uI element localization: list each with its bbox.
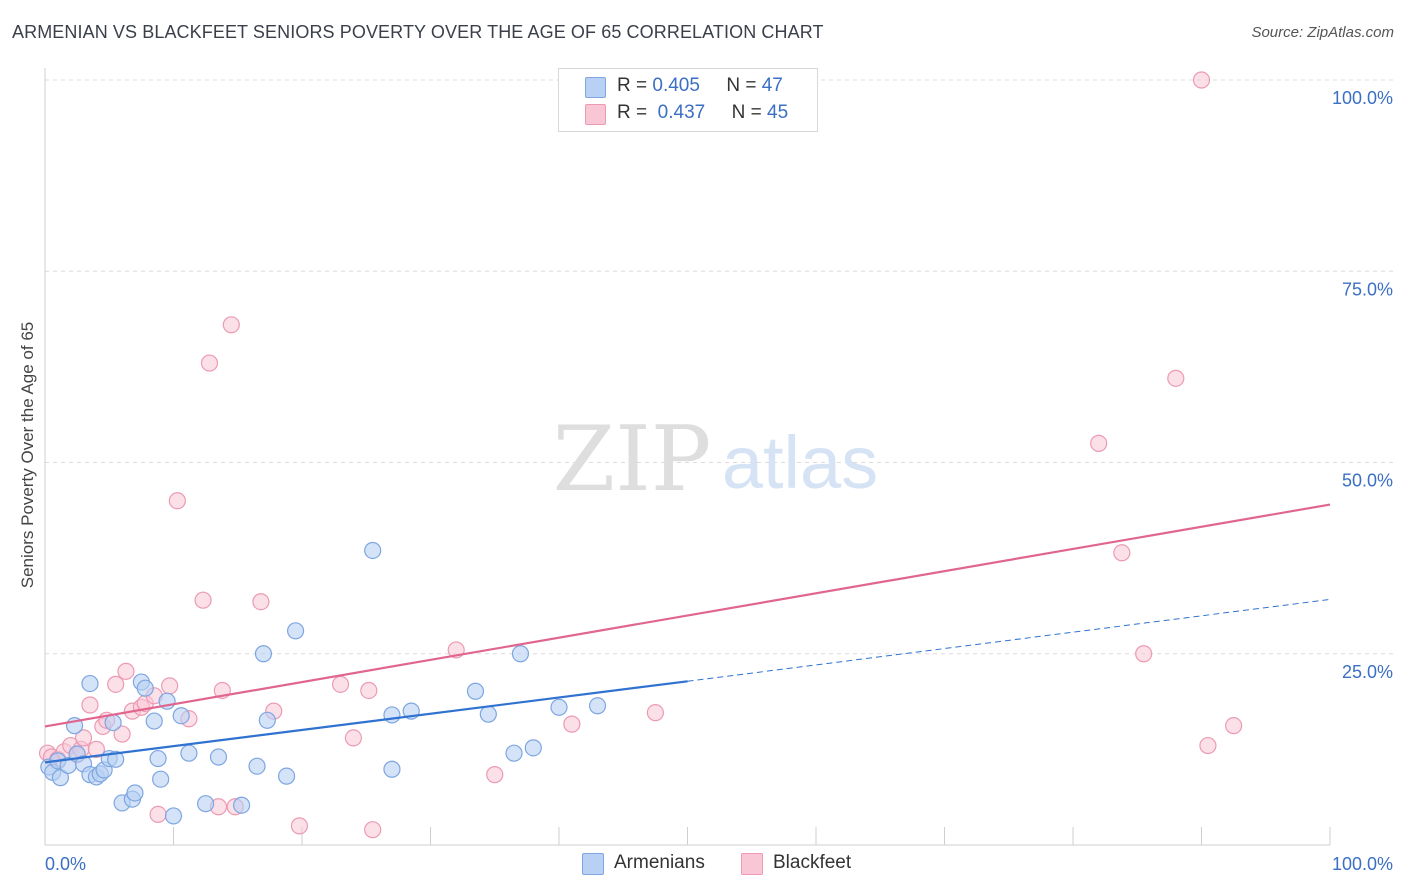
- armenians-point: [258, 711, 276, 729]
- armenians-r-value: 0.405: [652, 75, 700, 96]
- armenians-point: [126, 784, 144, 802]
- watermark-atlas: atlas: [722, 421, 878, 504]
- blackfeet-point: [364, 821, 382, 839]
- armenians-point: [51, 769, 70, 787]
- blackfeet-point: [1113, 544, 1131, 562]
- armenians-swatch: [585, 77, 606, 98]
- armenians-point: [286, 622, 305, 640]
- axes: [44, 68, 1331, 846]
- armenians-point: [466, 682, 485, 700]
- armenians-point: [180, 744, 198, 762]
- tick-labels: 25.0% 50.0% 75.0% 100.0% 0.0% 100.0%: [45, 88, 1393, 874]
- y-tick-label: 25.0%: [1342, 662, 1393, 682]
- source-label: Source: ZipAtlas.com: [1251, 24, 1394, 41]
- armenians-trend-extension: [687, 598, 1331, 682]
- blackfeet-point: [646, 704, 664, 722]
- blackfeet-point: [344, 729, 362, 747]
- blackfeet-point: [117, 662, 135, 680]
- blackfeet-point: [290, 817, 309, 835]
- blackfeet-point: [74, 729, 93, 747]
- blackfeet-point: [1192, 71, 1211, 89]
- blackfeet-point: [81, 696, 99, 714]
- correlation-legend: R = 0.405 N = 47 R = 0.437 N = 45: [558, 68, 818, 132]
- blackfeet-point: [200, 354, 219, 372]
- armenians-point: [364, 541, 382, 560]
- watermark-zip: ZIP: [553, 407, 712, 512]
- armenians-point: [197, 795, 215, 813]
- blackfeet-r-value: 0.437: [657, 102, 706, 123]
- armenians-point: [383, 760, 401, 778]
- armenians-point: [550, 698, 568, 716]
- x-tick-label: 100.0%: [1332, 854, 1393, 874]
- armenians-r-label: R =: [617, 75, 648, 96]
- blackfeet-point: [331, 675, 350, 693]
- blackfeet-n-label: N =: [731, 102, 762, 123]
- blackfeet-point: [87, 740, 106, 758]
- y-tick-label: 75.0%: [1342, 279, 1393, 299]
- blackfeet-point: [222, 316, 240, 334]
- trend-lines: [44, 503, 1331, 764]
- blackfeet-point: [1199, 736, 1217, 755]
- blackfeet-point: [168, 492, 186, 510]
- armenians-point: [145, 712, 163, 730]
- blackfeet-point: [1225, 717, 1243, 735]
- blackfeet-point: [486, 766, 504, 784]
- blackfeet-point: [194, 591, 212, 609]
- armenians-point: [172, 707, 190, 725]
- chart-title: ARMENIAN VS BLACKFEET SENIORS POVERTY OV…: [12, 22, 824, 42]
- armenians-n-label: N =: [726, 75, 757, 96]
- armenians-point: [152, 770, 170, 788]
- blackfeet-legend-swatch: [741, 853, 763, 875]
- blackfeet-point: [252, 593, 270, 611]
- blackfeet-n-value: 45: [767, 102, 789, 123]
- blackfeet-point: [1167, 369, 1185, 387]
- armenians-point: [254, 645, 273, 663]
- blackfeet-swatch: [585, 104, 606, 125]
- armenians-trend-line: [44, 680, 688, 764]
- armenians-point: [209, 748, 228, 766]
- armenians-point: [107, 750, 125, 768]
- armenians-point: [479, 705, 497, 723]
- blackfeet-point: [360, 681, 378, 700]
- y-tick-label: 100.0%: [1332, 88, 1393, 108]
- y-axis-label: Seniors Poverty Over the Age of 65: [18, 321, 37, 589]
- y-tick-label: 50.0%: [1342, 471, 1393, 491]
- armenians-legend-swatch: [582, 853, 604, 875]
- armenians-n-value: 47: [761, 75, 783, 96]
- grid-lines: [45, 79, 1395, 655]
- armenians-point: [233, 796, 251, 814]
- armenians-point: [524, 739, 542, 757]
- blackfeet-point: [149, 805, 167, 824]
- blackfeet-point: [161, 677, 179, 695]
- armenians-point: [505, 744, 523, 762]
- armenians-point: [383, 706, 401, 724]
- armenians-point: [277, 767, 296, 785]
- x-tick-label: 0.0%: [45, 854, 86, 874]
- armenians-point: [81, 674, 99, 693]
- blackfeet-point: [113, 725, 131, 743]
- armenians-point: [248, 757, 266, 775]
- armenians-point: [104, 713, 122, 732]
- armenians-legend-label: Armenians: [614, 852, 705, 873]
- blackfeet-point: [563, 715, 581, 733]
- armenians-points: [40, 541, 607, 825]
- blackfeet-trend-line: [44, 503, 1331, 728]
- blackfeet-point: [107, 675, 125, 693]
- blackfeet-point: [1090, 434, 1108, 452]
- blackfeet-r-label: R =: [617, 102, 648, 123]
- armenians-point: [149, 749, 167, 768]
- armenians-point: [164, 807, 183, 825]
- armenians-point: [511, 645, 530, 663]
- blackfeet-legend-label: Blackfeet: [773, 852, 852, 873]
- armenians-point: [136, 679, 154, 697]
- armenians-point: [588, 697, 607, 715]
- watermark: ZIP atlas: [553, 407, 878, 512]
- blackfeet-point: [1135, 645, 1153, 663]
